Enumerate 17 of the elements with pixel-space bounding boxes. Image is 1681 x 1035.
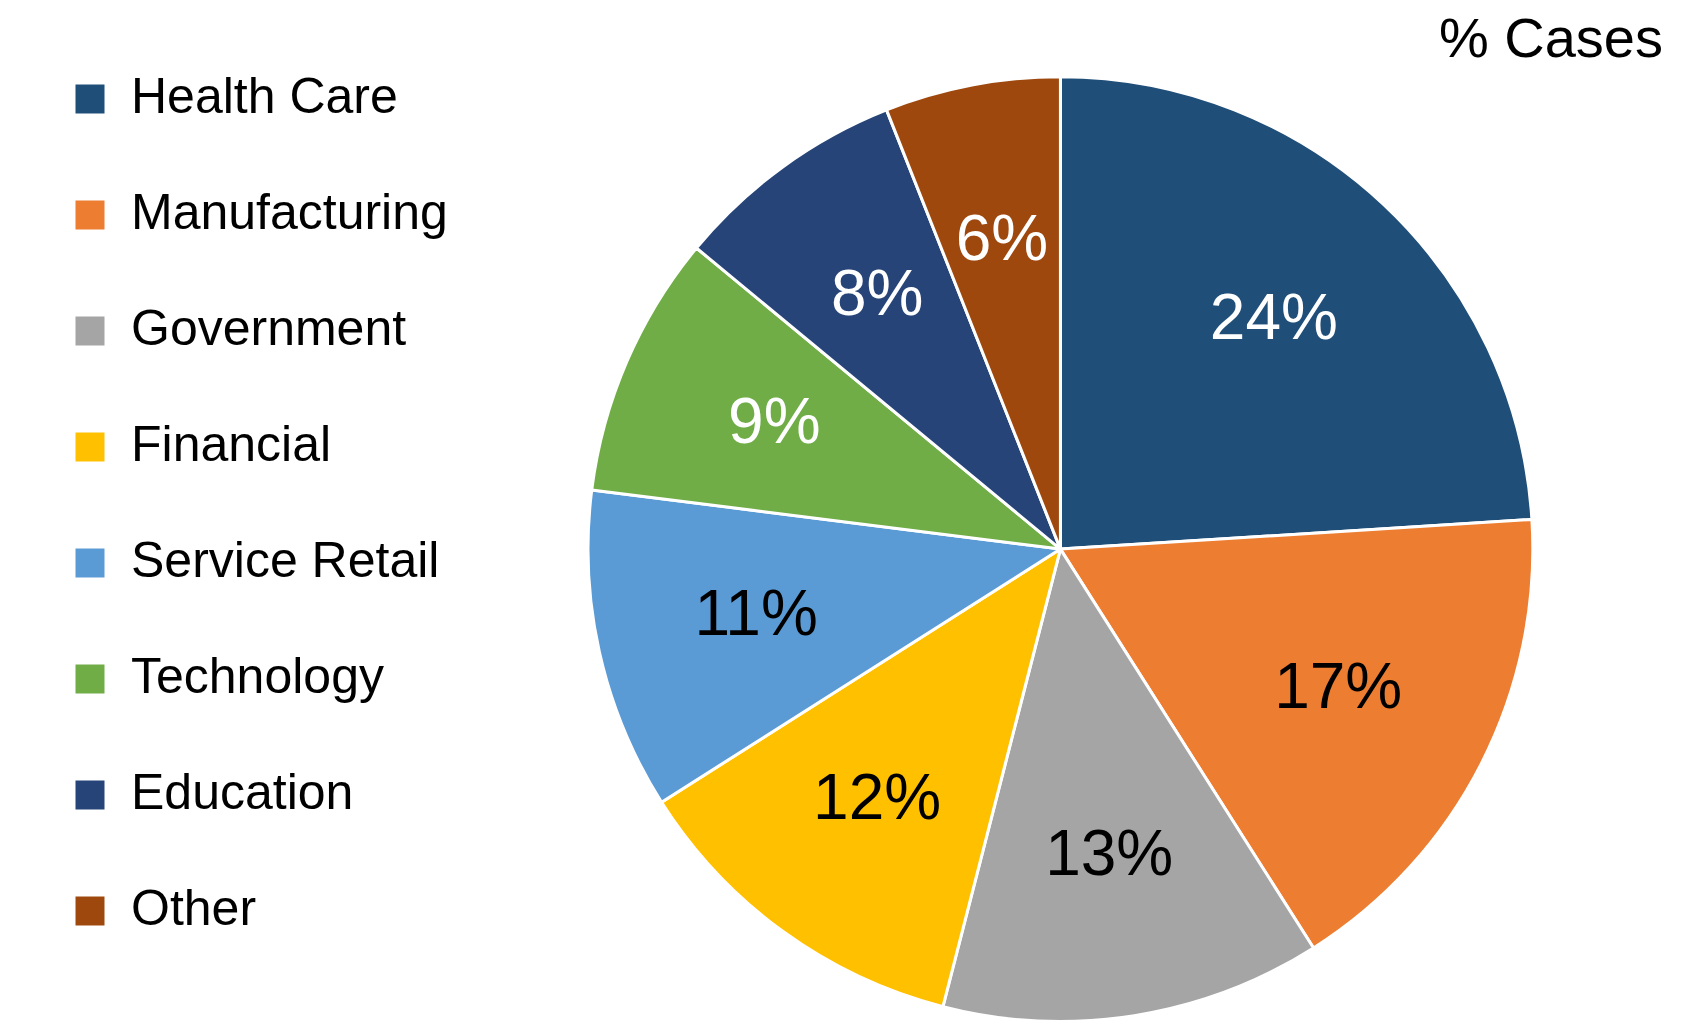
legend-label: Education	[131, 763, 354, 820]
legend-label: Service Retail	[131, 531, 440, 588]
data-label: 11%	[694, 576, 818, 649]
data-label: 12%	[813, 760, 942, 833]
legend-label: Health Care	[131, 67, 398, 124]
chart-title: % Cases	[1438, 6, 1663, 70]
legend-label: Other	[131, 879, 257, 936]
data-label: 13%	[1045, 816, 1174, 889]
data-label: 9%	[728, 384, 821, 457]
data-label: 8%	[830, 256, 924, 329]
legend-label: Technology	[131, 647, 384, 704]
data-label: 6%	[955, 202, 1049, 275]
data-label: 24%	[1209, 281, 1338, 354]
legend-label: Government	[131, 299, 407, 356]
data-label: 17%	[1274, 650, 1403, 723]
legend-label: Financial	[131, 415, 332, 472]
legend-label: Manufacturing	[131, 183, 448, 240]
